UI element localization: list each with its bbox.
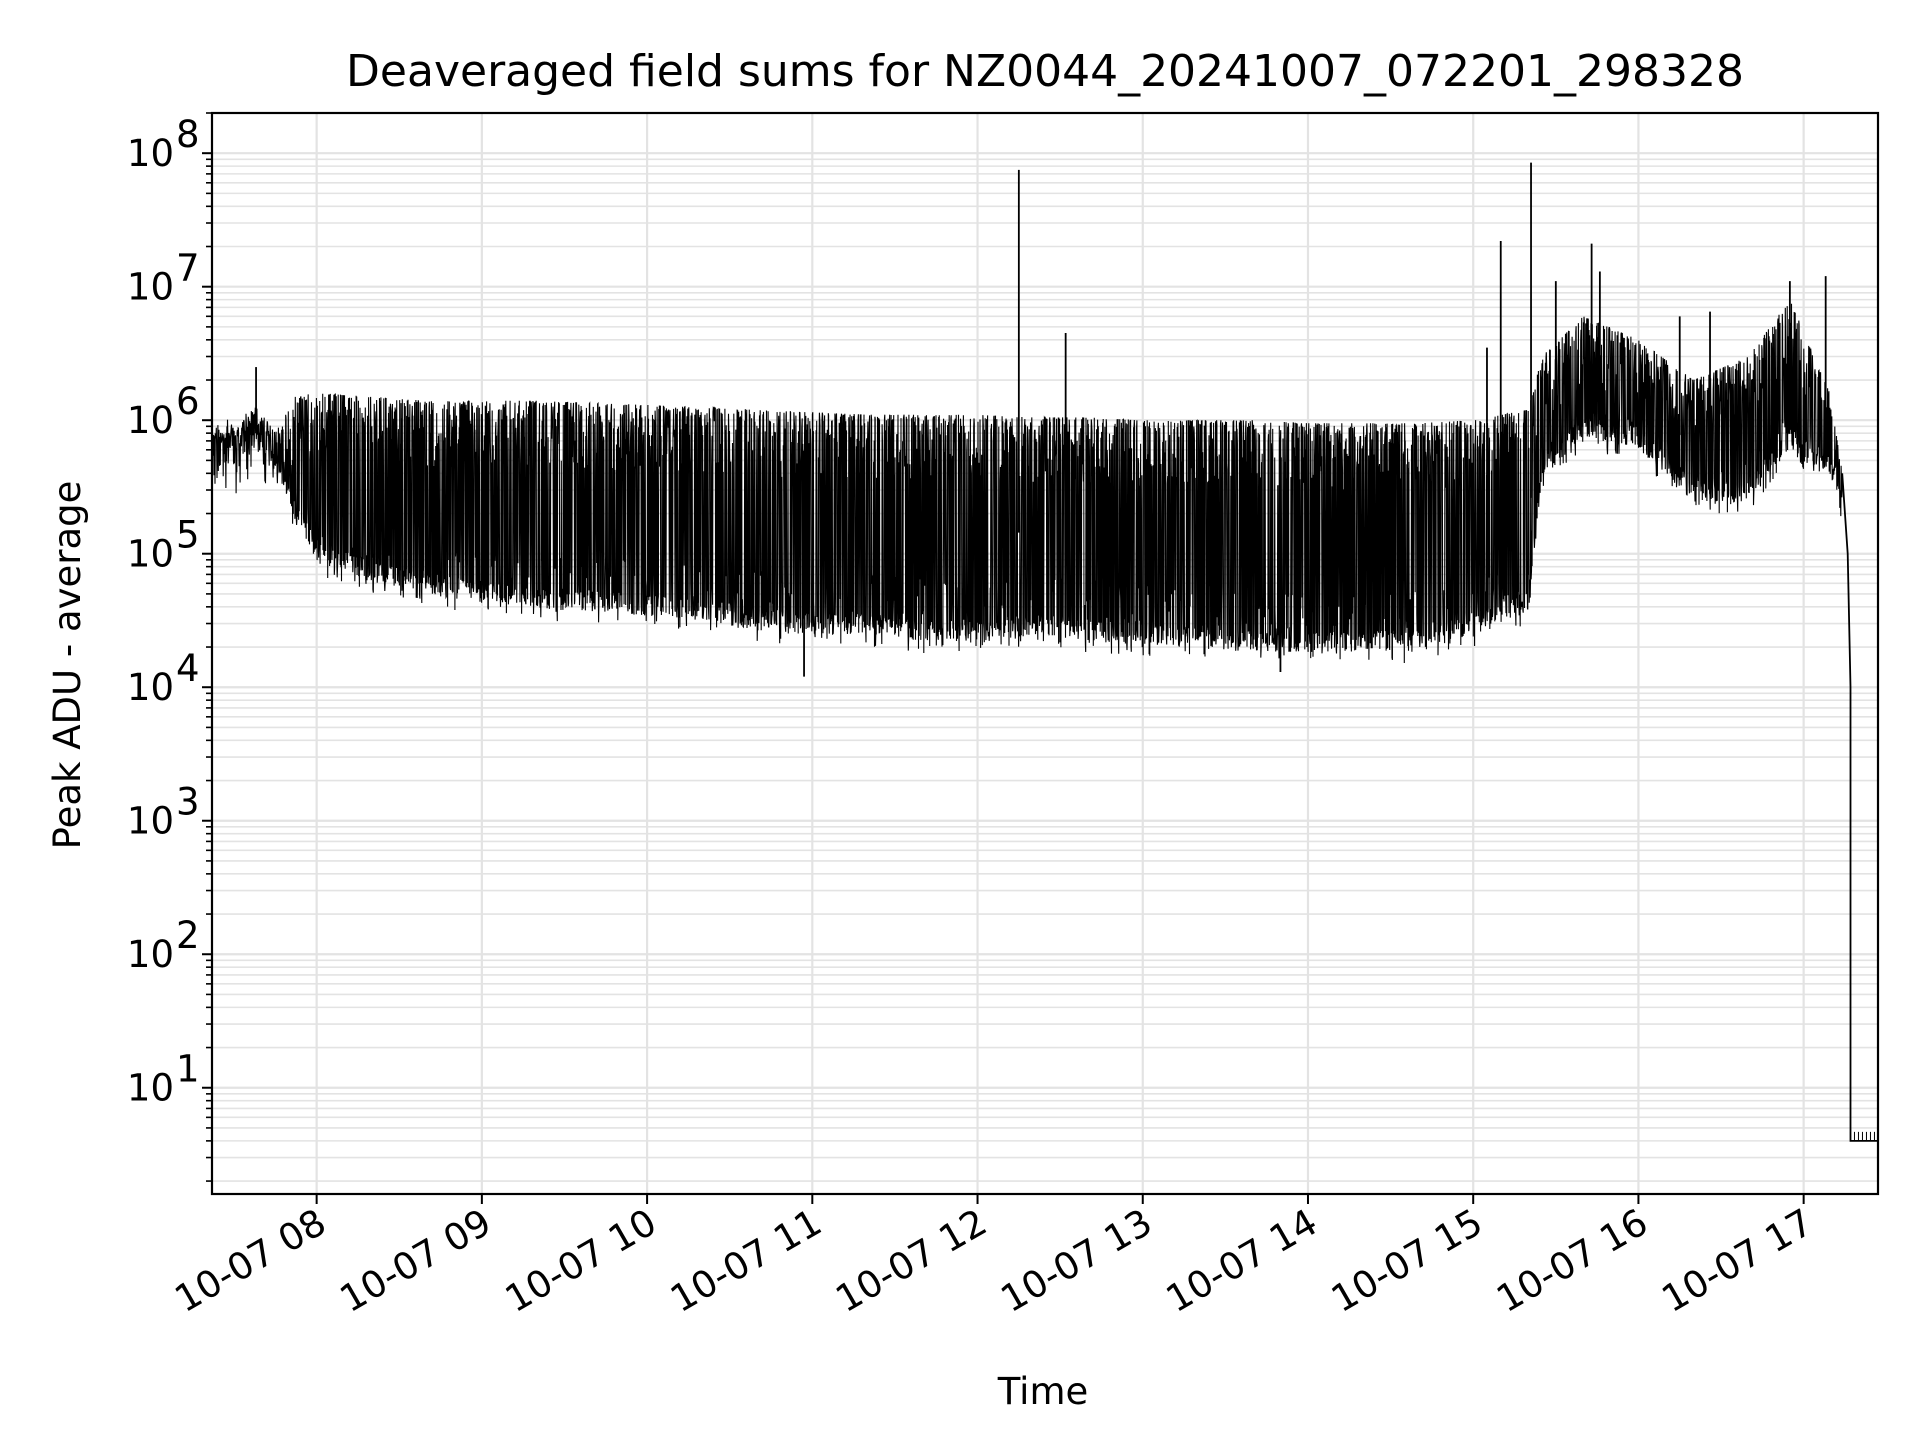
y-tick-label: 10 bbox=[127, 666, 174, 709]
x-axis-label: Time bbox=[997, 1370, 1089, 1413]
data-line bbox=[211, 301, 1843, 664]
y-tick-exponent: 2 bbox=[176, 914, 200, 957]
y-tick-label: 10 bbox=[127, 132, 174, 175]
y-tick-label: 10 bbox=[127, 399, 174, 442]
y-tick-label: 10 bbox=[127, 933, 174, 976]
y-tick-label: 10 bbox=[127, 1067, 174, 1110]
y-axis-label: Peak ADU - average bbox=[46, 481, 89, 850]
y-tick-exponent: 3 bbox=[176, 781, 200, 824]
data-tail bbox=[1841, 473, 1878, 1142]
y-tick-label: 10 bbox=[127, 800, 174, 843]
y-tick-exponent: 4 bbox=[176, 647, 200, 690]
y-tick-exponent: 1 bbox=[176, 1048, 200, 1091]
data-series bbox=[211, 162, 1878, 1142]
grid bbox=[212, 112, 1878, 1194]
y-tick-label: 10 bbox=[127, 266, 174, 309]
chart-title: Deaveraged field sums for NZ0044_2024100… bbox=[346, 46, 1744, 97]
y-tick-exponent: 5 bbox=[176, 514, 200, 557]
y-tick-exponent: 6 bbox=[176, 380, 200, 423]
y-tick-label: 10 bbox=[127, 533, 174, 576]
y-tick-exponent: 8 bbox=[176, 113, 200, 156]
y-tick-exponent: 7 bbox=[176, 247, 200, 290]
plot-frame bbox=[210, 111, 1880, 1196]
